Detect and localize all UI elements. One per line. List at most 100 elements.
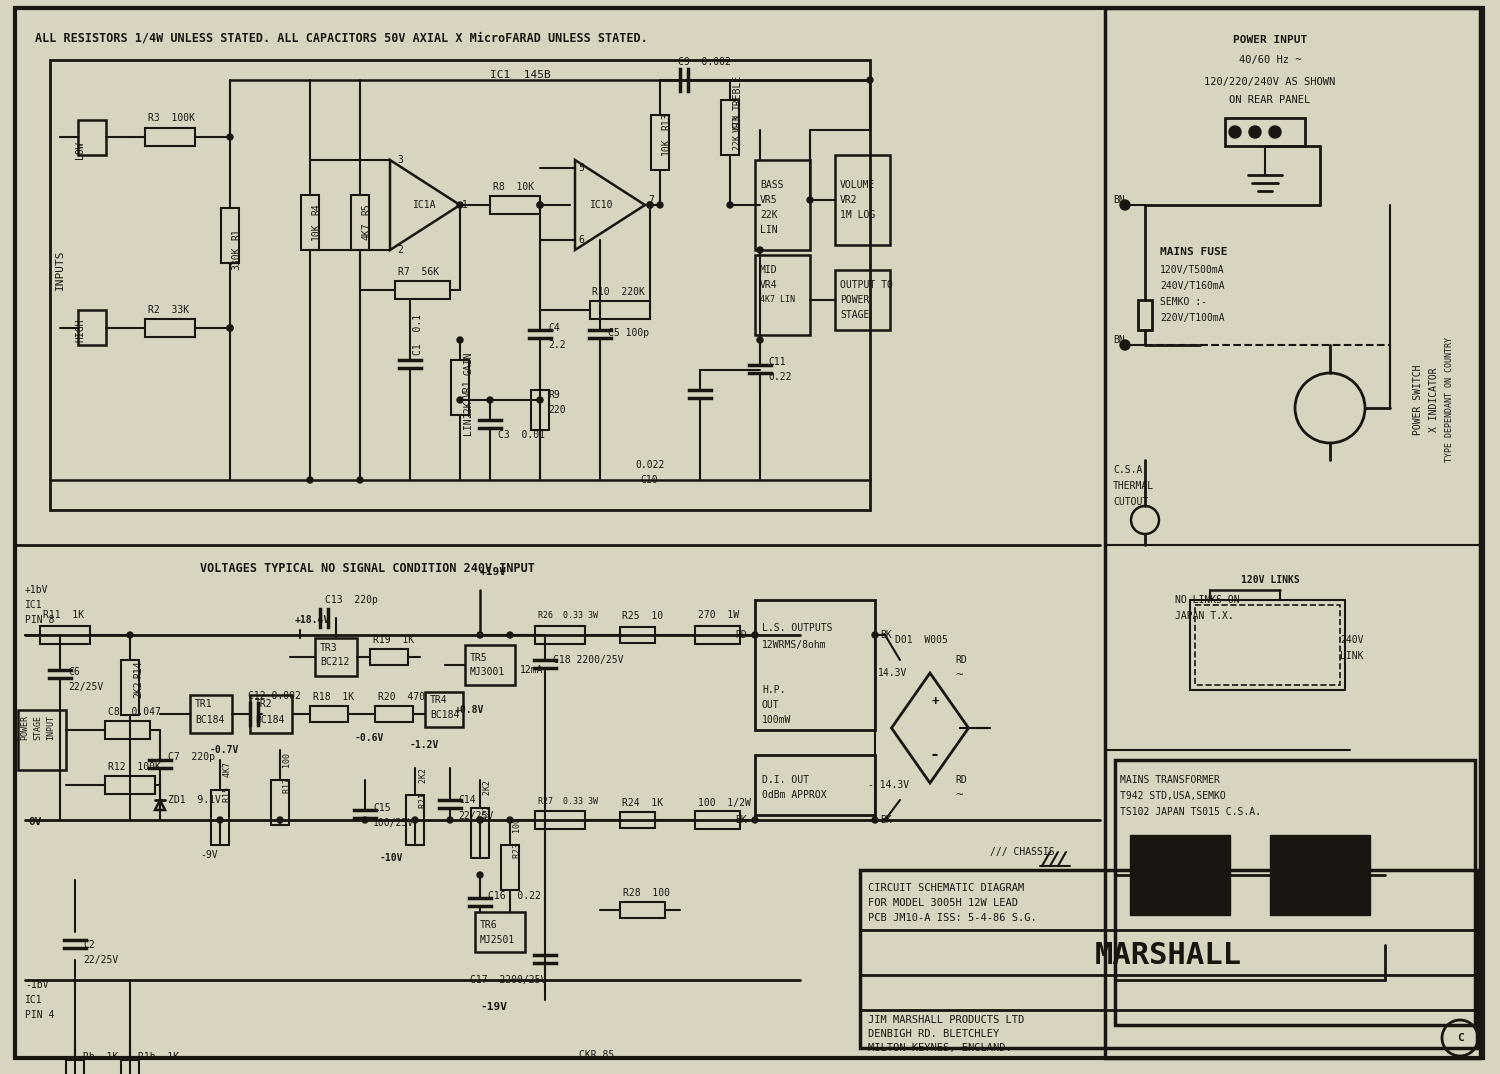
Circle shape	[537, 202, 543, 208]
Text: BN: BN	[1113, 335, 1125, 345]
Text: INPUTS: INPUTS	[56, 250, 64, 290]
Circle shape	[807, 197, 813, 203]
Text: VR4: VR4	[760, 280, 777, 290]
Circle shape	[477, 872, 483, 879]
Bar	[1190, 600, 1346, 690]
Text: C4: C4	[548, 323, 560, 333]
Text: R9: R9	[548, 390, 560, 400]
Text: MAINS FUSE: MAINS FUSE	[1160, 247, 1227, 257]
Text: -19V: -19V	[480, 1002, 507, 1012]
Circle shape	[477, 632, 483, 638]
Text: C3  0.01: C3 0.01	[498, 430, 544, 440]
Text: C2: C2	[82, 940, 94, 950]
Bar	[1114, 760, 1474, 1025]
Text: VR2: VR2	[840, 195, 858, 205]
Text: C.S.A.: C.S.A.	[1113, 465, 1149, 475]
Text: - 14.3V: - 14.3V	[868, 780, 909, 790]
Circle shape	[217, 817, 223, 823]
Text: L.S. OUTPUTS: L.S. OUTPUTS	[762, 623, 832, 633]
Text: C9  0.002: C9 0.002	[678, 57, 730, 67]
Text: POWER INPUT: POWER INPUT	[1233, 35, 1306, 45]
Bar	[122, 1060, 140, 1074]
Text: -: -	[930, 746, 940, 764]
Text: 1M LOG: 1M LOG	[840, 211, 876, 220]
Text: D.I. OUT: D.I. OUT	[762, 775, 808, 785]
Text: BC184: BC184	[255, 715, 285, 725]
Bar	[836, 155, 890, 245]
Text: VOLUME: VOLUME	[840, 180, 876, 190]
Text: MID: MID	[760, 265, 777, 275]
Text: IC1A: IC1A	[413, 200, 436, 211]
Bar	[78, 310, 106, 345]
Bar	[694, 811, 740, 829]
Text: CUTOUT: CUTOUT	[1113, 497, 1149, 507]
Bar	[1138, 300, 1152, 330]
Bar	[531, 390, 549, 430]
Text: POWER: POWER	[840, 295, 870, 305]
Bar	[190, 695, 232, 732]
Text: 7: 7	[648, 195, 654, 205]
Text: 0.22: 0.22	[768, 372, 792, 382]
Text: 100  1/2W: 100 1/2W	[698, 798, 752, 808]
Text: MJ3001: MJ3001	[470, 667, 506, 677]
Circle shape	[458, 397, 464, 403]
Bar	[1226, 118, 1305, 146]
Bar	[50, 60, 870, 510]
Text: R21  2K2: R21 2K2	[419, 768, 428, 808]
Text: 2K2: 2K2	[134, 680, 142, 698]
Text: R17  100: R17 100	[284, 753, 292, 793]
Bar	[1106, 8, 1480, 1058]
Text: C13  220p: C13 220p	[326, 595, 378, 605]
Text: RD: RD	[956, 775, 966, 785]
Text: DENBIGH RD. BLETCHLEY: DENBIGH RD. BLETCHLEY	[868, 1029, 999, 1039]
Bar	[370, 649, 408, 665]
Bar	[651, 115, 669, 170]
Text: LIN: LIN	[464, 418, 472, 435]
Bar	[351, 195, 369, 250]
Text: /// CHASSIS: /// CHASSIS	[990, 847, 1054, 857]
Circle shape	[646, 202, 652, 208]
Text: -1.2V: -1.2V	[410, 740, 440, 750]
Text: C5 100p: C5 100p	[608, 328, 650, 338]
Text: R11  1K: R11 1K	[44, 610, 84, 620]
Circle shape	[413, 817, 419, 823]
Text: 22/25V: 22/25V	[458, 811, 494, 821]
Circle shape	[477, 817, 483, 823]
Text: C7  220p: C7 220p	[168, 752, 214, 761]
Text: GAIN: GAIN	[464, 351, 472, 375]
Text: CIRCUIT SCHEMATIC DIAGRAM: CIRCUIT SCHEMATIC DIAGRAM	[868, 883, 1024, 892]
Bar	[105, 721, 150, 739]
Text: -0.6V: -0.6V	[356, 732, 384, 743]
Bar	[122, 661, 140, 715]
Text: +: +	[932, 695, 939, 708]
Text: R10  220K: R10 220K	[592, 287, 645, 297]
Bar	[476, 912, 525, 952]
Text: 22K: 22K	[760, 211, 777, 220]
Text: R8  10K: R8 10K	[494, 182, 534, 192]
Bar	[836, 270, 890, 330]
Text: 4K7 LIN: 4K7 LIN	[760, 295, 795, 305]
Bar	[620, 812, 656, 828]
Text: LOW: LOW	[75, 141, 86, 159]
Bar	[465, 645, 514, 685]
Text: 5: 5	[578, 163, 584, 173]
Text: 0.022: 0.022	[634, 460, 664, 470]
Text: +19V: +19V	[480, 567, 507, 577]
Text: MJ2501: MJ2501	[480, 935, 516, 945]
Circle shape	[447, 817, 453, 823]
Bar	[754, 755, 874, 815]
Text: 6: 6	[578, 235, 584, 245]
Text: +0.8V: +0.8V	[454, 705, 484, 715]
Text: 240V/T160mA: 240V/T160mA	[1160, 281, 1224, 291]
Text: OUT: OUT	[762, 700, 780, 710]
Circle shape	[362, 817, 368, 823]
Text: 10K: 10K	[310, 222, 321, 240]
Circle shape	[752, 632, 758, 638]
Text: LIN: LIN	[760, 224, 777, 235]
Text: 120V LINKS: 120V LINKS	[1240, 575, 1299, 585]
Text: R27  0.33 3W: R27 0.33 3W	[538, 798, 598, 807]
Text: R3  100K: R3 100K	[148, 113, 195, 124]
Bar	[471, 808, 489, 858]
Text: NO LINKS ON: NO LINKS ON	[1174, 595, 1239, 605]
Text: MAINS TRANSFORMER: MAINS TRANSFORMER	[1120, 775, 1220, 785]
